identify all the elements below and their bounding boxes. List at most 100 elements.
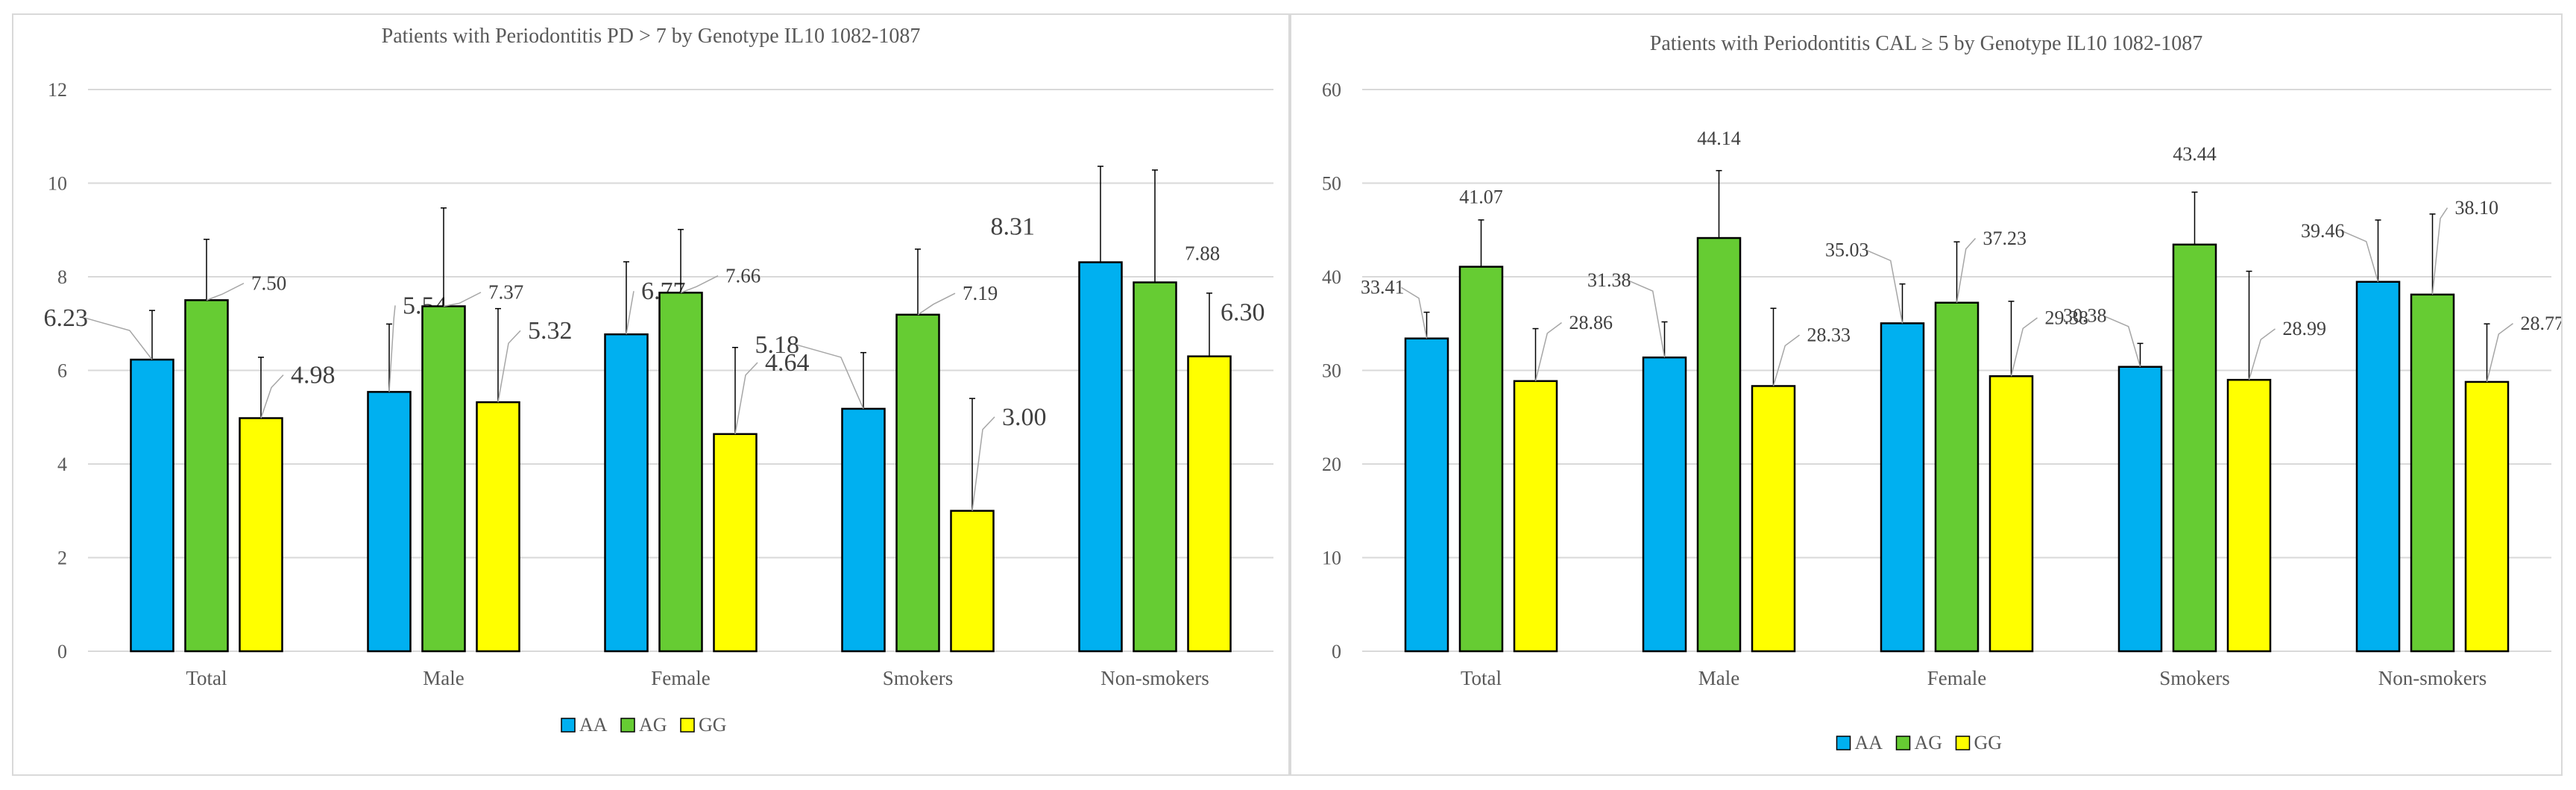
legend-label-ag: AG [1915, 732, 1943, 753]
bar-ag-male [421, 305, 466, 653]
data-label-aa-non-smokers: 39.46 [2301, 220, 2345, 242]
bar-gg-smokers [950, 510, 995, 653]
data-label-ag-smokers: 7.19 [963, 282, 998, 304]
data-label-aa-male: 31.38 [1587, 269, 1631, 291]
bar-aa-female [604, 333, 649, 653]
bar-aa-male [367, 391, 412, 653]
label-leader-line [497, 330, 521, 403]
label-leader-line [1956, 237, 1977, 303]
bar-gg-smokers [2226, 378, 2272, 653]
data-label-gg-smokers: 28.99 [2283, 318, 2327, 339]
data-label-aa-smokers: 30.38 [2063, 305, 2107, 327]
label-leader-line [2010, 317, 2038, 377]
chart-title: Patients with Periodontitis PD > 7 by Ge… [382, 25, 921, 48]
chart-title: Patients with Periodontitis CAL ≥ 5 by G… [1650, 32, 2203, 55]
y-tick-label: 30 [1322, 360, 1341, 382]
bar-ag-non-smokers [2410, 293, 2455, 653]
label-leader-line [84, 317, 153, 360]
data-label-gg-male: 5.32 [528, 317, 573, 345]
label-leader-line [1628, 280, 1666, 358]
y-tick-label: 6 [57, 360, 67, 382]
y-tick-label: 40 [1322, 266, 1341, 288]
data-label-ag-non-smokers: 38.10 [2455, 197, 2499, 219]
legend-label-gg: GG [699, 714, 727, 736]
legend-swatch-aa [1836, 736, 1851, 750]
chart-panel-cal: Patients with Periodontitis CAL ≥ 5 by G… [1290, 13, 2564, 776]
data-label-ag-female: 7.66 [725, 264, 760, 286]
y-tick-label: 8 [57, 266, 67, 288]
y-tick-label: 10 [1322, 548, 1341, 569]
data-label-ag-total: 41.07 [1459, 186, 1503, 208]
bar-ag-male [1696, 236, 1742, 653]
legend-swatch-gg [1955, 736, 1971, 750]
label-leader-line [1401, 286, 1428, 339]
y-tick-label: 12 [48, 79, 67, 101]
bar-ag-total [184, 299, 229, 653]
label-leader-line [1534, 322, 1562, 381]
data-label-aa-smokers: 5.18 [755, 331, 800, 359]
chart-panel-pd: Patients with Periodontitis PD > 7 by Ge… [12, 13, 1290, 776]
x-tick-label: Male [1698, 667, 1739, 689]
bar-ag-female [658, 292, 703, 653]
legend-swatch-aa [561, 718, 576, 733]
bar-gg-non-smokers [2464, 380, 2510, 653]
label-leader-line [917, 292, 956, 316]
x-tick-label: Smokers [2159, 667, 2230, 689]
bar-aa-total [1404, 337, 1449, 653]
legend-swatch-ag [1895, 736, 1911, 750]
bar-aa-non-smokers [1078, 261, 1123, 653]
data-label-gg-smokers: 3.00 [1002, 404, 1047, 431]
bar-ag-smokers [895, 313, 940, 653]
x-tick-label: Non-smokers [1100, 667, 1209, 689]
label-leader-line [388, 305, 396, 392]
data-label-ag-smokers: 43.44 [2173, 143, 2217, 165]
bar-gg-male [1751, 385, 1796, 653]
label-leader-line [2103, 315, 2141, 367]
label-leader-line [206, 283, 245, 301]
legend-label-gg: GG [1974, 732, 2003, 753]
bar-gg-female [1988, 375, 2034, 653]
data-label-aa-female: 35.03 [1825, 239, 1869, 260]
data-label-gg-female: 4.64 [765, 349, 810, 377]
legend-label-aa: AA [579, 714, 608, 736]
y-tick-label: 20 [1322, 454, 1341, 475]
label-leader-line [1865, 249, 1903, 324]
label-leader-line [626, 291, 634, 335]
bar-ag-total [1458, 266, 1504, 653]
chart-cal: Patients with Periodontitis CAL ≥ 5 by G… [1322, 32, 2564, 753]
data-label-ag-male: 44.14 [1697, 128, 1741, 149]
bar-gg-non-smokers [1187, 355, 1232, 653]
label-leader-line [734, 362, 758, 434]
y-tick-label: 0 [1332, 641, 1341, 662]
legend-label-aa: AA [1855, 732, 1883, 753]
label-leader-line [2248, 328, 2276, 380]
data-label-gg-non-smokers: 28.77 [2521, 313, 2562, 334]
label-leader-line [971, 416, 995, 511]
data-label-ag-female: 37.23 [1983, 228, 2027, 249]
bar-aa-female [1880, 322, 1925, 653]
y-tick-label: 60 [1322, 79, 1341, 101]
label-leader-line [1772, 334, 1800, 386]
legend: AA AG GG [1836, 732, 2003, 753]
label-leader-line [680, 275, 719, 294]
data-label-gg-total: 28.86 [1569, 312, 1613, 333]
label-leader-line [2431, 207, 2449, 295]
label-leader-line [2341, 230, 2379, 282]
data-label-gg-male: 28.33 [1807, 324, 1851, 345]
bar-ag-non-smokers [1133, 281, 1177, 653]
y-tick-label: 4 [57, 454, 67, 475]
data-label-gg-female: 29.38 [2045, 307, 2089, 328]
bar-aa-total [130, 358, 174, 653]
y-tick-label: 50 [1322, 173, 1341, 195]
x-tick-label: Total [1461, 667, 1502, 689]
label-leader-line [2486, 323, 2513, 383]
x-tick-label: Total [186, 667, 227, 689]
y-tick-label: 10 [48, 173, 67, 195]
data-label-aa-total: 33.41 [1361, 277, 1405, 298]
bar-aa-smokers [2117, 366, 2163, 653]
data-label-gg-non-smokers: 6.30 [1221, 299, 1265, 327]
bar-gg-male [476, 401, 520, 653]
bar-gg-total [239, 417, 283, 653]
label-leader-line [443, 292, 482, 307]
bar-gg-female [713, 433, 758, 653]
